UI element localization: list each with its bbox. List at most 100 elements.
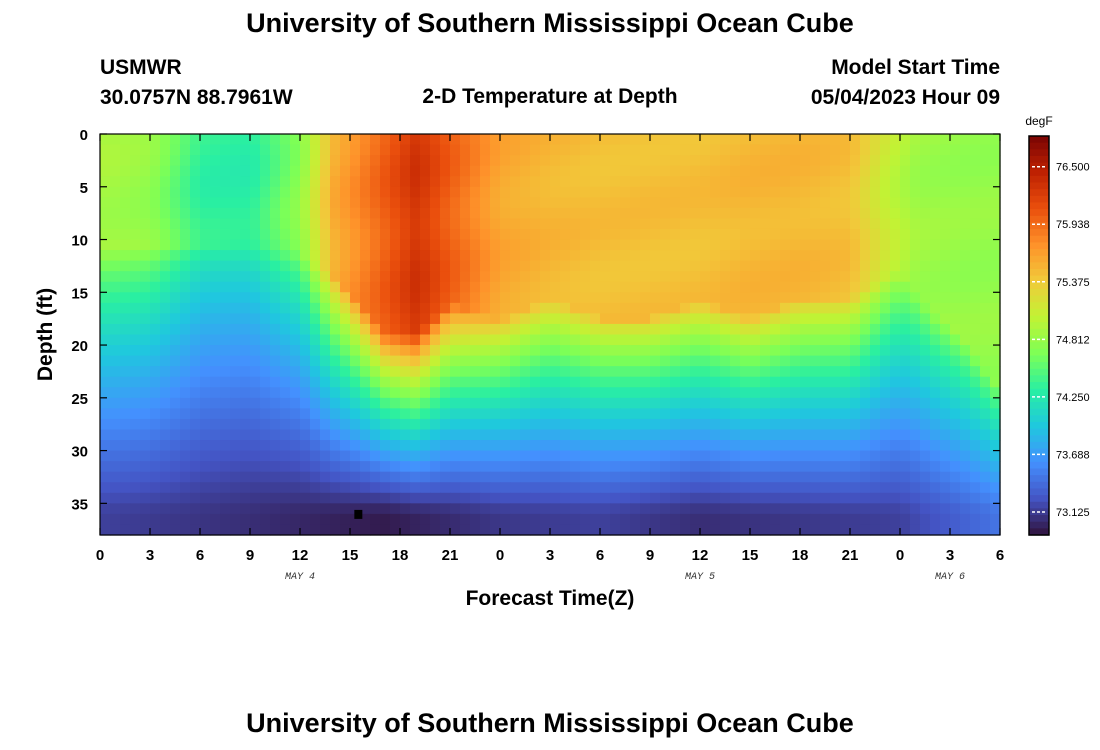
heatmap-cell — [750, 387, 761, 399]
heatmap-cell — [740, 450, 751, 462]
heatmap-cell — [400, 450, 411, 462]
heatmap-cell — [120, 334, 131, 346]
heatmap-cell — [490, 450, 501, 462]
heatmap-cell — [680, 387, 691, 399]
heatmap-cell — [860, 440, 871, 452]
heatmap-cell — [600, 271, 611, 283]
heatmap-cell — [820, 345, 831, 357]
heatmap-cell — [880, 144, 891, 156]
colorbar-band — [1029, 475, 1049, 483]
heatmap-cell — [850, 228, 861, 241]
heatmap-cell — [320, 186, 331, 198]
heatmap-cell — [410, 144, 421, 156]
heatmap-cell — [840, 524, 851, 536]
heatmap-cell — [320, 197, 331, 209]
heatmap-cell — [460, 492, 471, 504]
heatmap-cell — [670, 524, 681, 536]
heatmap-cell — [450, 450, 461, 462]
heatmap-cell — [470, 186, 481, 198]
heatmap-cell — [490, 302, 501, 314]
heatmap-cell — [930, 228, 941, 241]
heatmap-cell — [430, 355, 441, 367]
heatmap-cell — [760, 503, 771, 515]
heatmap-cell — [190, 513, 201, 526]
heatmap-cell — [530, 513, 541, 526]
heatmap-cell — [520, 134, 531, 146]
heatmap-cell — [710, 228, 721, 241]
heatmap-cell — [370, 144, 381, 156]
heatmap-cell — [670, 271, 681, 283]
heatmap-cell — [840, 397, 851, 409]
heatmap-cell — [470, 165, 481, 177]
heatmap-cell — [960, 397, 971, 409]
heatmap-cell — [570, 524, 581, 536]
heatmap-cell — [190, 144, 201, 156]
heatmap-cell — [470, 302, 481, 314]
heatmap-cell — [520, 250, 531, 262]
heatmap-cell — [990, 429, 1001, 441]
heatmap-cell — [410, 513, 421, 526]
heatmap-cell — [610, 492, 621, 504]
heatmap-cell — [220, 482, 231, 494]
heatmap-cell — [310, 471, 321, 483]
heatmap-cell — [380, 197, 391, 209]
heatmap-cell — [400, 334, 411, 346]
heatmap-cell — [600, 503, 611, 515]
heatmap-cell — [110, 323, 121, 336]
heatmap-cell — [970, 165, 981, 177]
heatmap-cell — [400, 281, 411, 293]
heatmap-cell — [650, 355, 661, 367]
heatmap-cell — [510, 387, 521, 399]
heatmap-cell — [100, 334, 111, 346]
heatmap-cell — [340, 461, 351, 473]
heatmap-cell — [710, 271, 721, 283]
heatmap-cell — [970, 440, 981, 452]
heatmap-cell — [110, 461, 121, 473]
heatmap-cell — [340, 207, 351, 220]
heatmap-cell — [660, 207, 671, 220]
heatmap-cell — [550, 345, 561, 357]
heatmap-cell — [460, 313, 471, 325]
colorbar-band — [1029, 209, 1049, 217]
heatmap-cell — [290, 397, 301, 409]
heatmap-cell — [880, 482, 891, 494]
heatmap-cell — [720, 376, 731, 388]
heatmap-cell — [470, 250, 481, 262]
heatmap-cell — [250, 429, 261, 441]
heatmap-cell — [160, 155, 171, 167]
heatmap-cell — [720, 513, 731, 526]
heatmap-cell — [350, 418, 361, 431]
heatmap-cell — [180, 440, 191, 452]
heatmap-cell — [860, 323, 871, 336]
heatmap-cell — [310, 155, 321, 167]
heatmap-cell — [530, 366, 541, 378]
heatmap-cell — [150, 503, 161, 515]
heatmap-cell — [760, 271, 771, 283]
heatmap-cell — [930, 397, 941, 409]
heatmap-cell — [770, 387, 781, 399]
heatmap-cell — [850, 524, 861, 536]
heatmap-cell — [350, 281, 361, 293]
heatmap-cell — [220, 503, 231, 515]
heatmap-cell — [560, 292, 571, 304]
heatmap-cell — [940, 323, 951, 336]
heatmap-cell — [280, 355, 291, 367]
heatmap-cell — [800, 218, 811, 230]
heatmap-cell — [380, 492, 391, 504]
heatmap-cell — [690, 281, 701, 293]
colorbar-tick-label: 75.375 — [1056, 277, 1090, 289]
heatmap-cell — [140, 450, 151, 462]
heatmap-cell — [270, 239, 281, 251]
heatmap-cell — [710, 418, 721, 431]
heatmap-cell — [810, 218, 821, 230]
heatmap-cell — [650, 482, 661, 494]
heatmap-cell — [670, 503, 681, 515]
heatmap-cell — [580, 323, 591, 336]
heatmap-cell — [880, 186, 891, 198]
heatmap-cell — [620, 155, 631, 167]
heatmap-cell — [250, 176, 261, 188]
heatmap-cell — [740, 482, 751, 494]
heatmap-cell — [410, 197, 421, 209]
heatmap-cell — [350, 144, 361, 156]
